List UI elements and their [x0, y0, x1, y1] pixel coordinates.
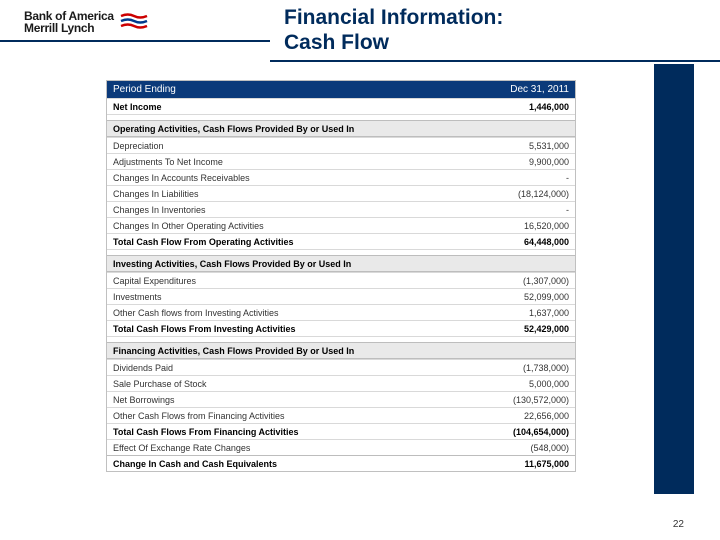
- row-value: 64,448,000: [469, 237, 569, 247]
- title-line-1: Financial Information:: [284, 6, 503, 29]
- row-value: (1,738,000): [469, 363, 569, 373]
- table-row: Dividends Paid(1,738,000): [107, 359, 575, 375]
- table-row: Other Cash Flows from Financing Activiti…: [107, 407, 575, 423]
- table-row: Depreciation5,531,000: [107, 137, 575, 153]
- side-accent-bar: [654, 64, 694, 494]
- brand-logo: Bank of America Merrill Lynch: [24, 10, 270, 34]
- table-row: Sale Purchase of Stock5,000,000: [107, 375, 575, 391]
- table-row: Investments52,099,000: [107, 288, 575, 304]
- logo-line-2: Merrill Lynch: [24, 22, 114, 34]
- logo-text: Bank of America Merrill Lynch: [24, 10, 114, 34]
- row-label: Changes In Inventories: [113, 205, 469, 215]
- row-value: 11,675,000: [469, 459, 569, 469]
- operating-section-header: Operating Activities, Cash Flows Provide…: [107, 120, 575, 137]
- row-label: Changes In Accounts Receivables: [113, 173, 469, 183]
- row-value: 9,900,000: [469, 157, 569, 167]
- slide-header: Bank of America Merrill Lynch Financial …: [0, 0, 720, 62]
- row-label: Effect Of Exchange Rate Changes: [113, 443, 469, 453]
- row-label: Total Cash Flow From Operating Activitie…: [113, 237, 469, 247]
- slide-title: Financial Information: Cash Flow: [284, 6, 690, 56]
- financing-section-header: Financing Activities, Cash Flows Provide…: [107, 342, 575, 359]
- title-line-2: Cash Flow: [284, 31, 389, 54]
- operating-total-row: Total Cash Flow From Operating Activitie…: [107, 233, 575, 249]
- financing-total-row: Total Cash Flows From Financing Activiti…: [107, 423, 575, 439]
- row-label: Other Cash flows from Investing Activiti…: [113, 308, 469, 318]
- row-value: (548,000): [469, 443, 569, 453]
- row-label: Sale Purchase of Stock: [113, 379, 469, 389]
- row-label: Adjustments To Net Income: [113, 157, 469, 167]
- fx-row: Effect Of Exchange Rate Changes(548,000): [107, 439, 575, 455]
- logo-block: Bank of America Merrill Lynch: [0, 6, 270, 42]
- table-row: Net Borrowings(130,572,000): [107, 391, 575, 407]
- row-value: 52,429,000: [469, 324, 569, 334]
- row-value: (104,654,000): [469, 427, 569, 437]
- table-row: Changes In Other Operating Activities16,…: [107, 217, 575, 233]
- cash-flow-table: Period Ending Dec 31, 2011 Net Income 1,…: [106, 80, 576, 472]
- row-label: Dividends Paid: [113, 363, 469, 373]
- period-ending-label: Period Ending: [113, 84, 176, 95]
- investing-section-header: Investing Activities, Cash Flows Provide…: [107, 255, 575, 272]
- table-row: Adjustments To Net Income9,900,000: [107, 153, 575, 169]
- row-value: -: [469, 205, 569, 215]
- row-value: (130,572,000): [469, 395, 569, 405]
- row-label: Net Borrowings: [113, 395, 469, 405]
- row-label: Depreciation: [113, 141, 469, 151]
- table-row: Other Cash flows from Investing Activiti…: [107, 304, 575, 320]
- table-row: Changes In Inventories-: [107, 201, 575, 217]
- row-value: 1,446,000: [469, 102, 569, 112]
- table-row: Changes In Liabilities(18,124,000): [107, 185, 575, 201]
- row-label: Changes In Liabilities: [113, 189, 469, 199]
- table-header-row: Period Ending Dec 31, 2011: [107, 81, 575, 98]
- row-label: Investments: [113, 292, 469, 302]
- row-label: Net Income: [113, 102, 469, 112]
- page-number: 22: [673, 519, 684, 530]
- row-value: 52,099,000: [469, 292, 569, 302]
- row-value: (1,307,000): [469, 276, 569, 286]
- row-label: Total Cash Flows From Investing Activiti…: [113, 324, 469, 334]
- change-in-cash-row: Change In Cash and Cash Equivalents 11,6…: [107, 455, 575, 471]
- table-row: Capital Expenditures(1,307,000): [107, 272, 575, 288]
- table-row: Changes In Accounts Receivables-: [107, 169, 575, 185]
- row-value: 5,531,000: [469, 141, 569, 151]
- row-value: -: [469, 173, 569, 183]
- row-value: (18,124,000): [469, 189, 569, 199]
- row-label: Total Cash Flows From Financing Activiti…: [113, 427, 469, 437]
- investing-total-row: Total Cash Flows From Investing Activiti…: [107, 320, 575, 336]
- net-income-row: Net Income 1,446,000: [107, 98, 575, 114]
- row-label: Change In Cash and Cash Equivalents: [113, 459, 469, 469]
- row-label: Changes In Other Operating Activities: [113, 221, 469, 231]
- row-value: 22,656,000: [469, 411, 569, 421]
- period-ending-value: Dec 31, 2011: [510, 84, 569, 95]
- row-value: 1,637,000: [469, 308, 569, 318]
- row-value: 16,520,000: [469, 221, 569, 231]
- row-label: Other Cash Flows from Financing Activiti…: [113, 411, 469, 421]
- row-value: 5,000,000: [469, 379, 569, 389]
- row-label: Capital Expenditures: [113, 276, 469, 286]
- title-block: Financial Information: Cash Flow: [270, 6, 720, 62]
- flag-icon: [120, 13, 148, 31]
